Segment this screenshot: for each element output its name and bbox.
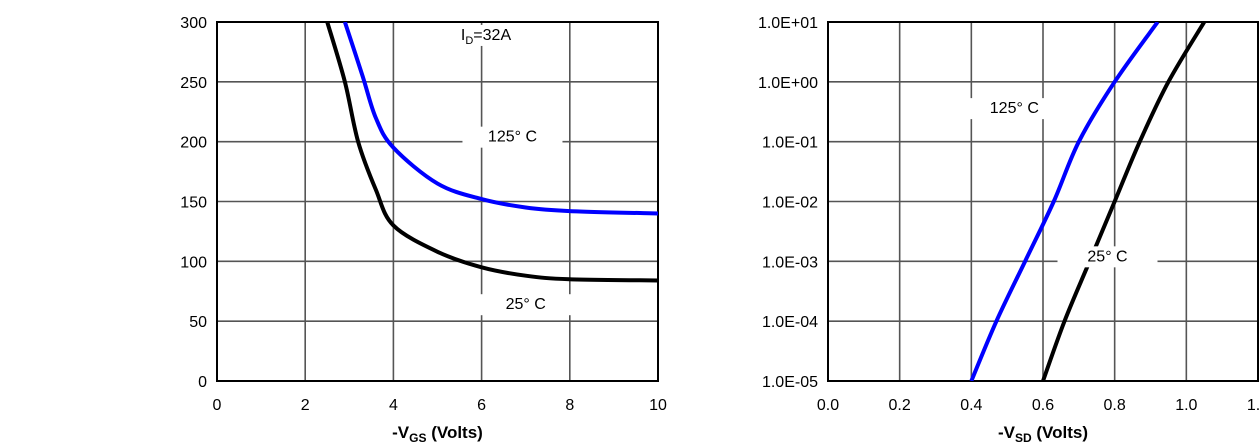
x-axis-label-units: (Volts): [1032, 423, 1088, 442]
annotation-suffix: =32A: [473, 27, 511, 44]
annotation-text: 125° C: [990, 100, 1039, 117]
y-tick-label: 1.0E-01: [762, 135, 818, 152]
y-tick-label: 150: [180, 195, 207, 212]
x-axis-label-main: -V: [998, 423, 1016, 442]
x-axis-label-main: -V: [392, 423, 410, 442]
x-tick-label: 6: [477, 397, 486, 414]
y-tick-label: 200: [180, 135, 207, 152]
x-tick-label: 0.2: [889, 397, 911, 414]
plot-frame: [216, 21, 659, 382]
series-line-t25: [325, 22, 658, 283]
annotation-subscript: D: [465, 35, 473, 47]
chart-vsd: 0.0 0.2 0.4 0.6 0.8 1.0 1.2 1.0E-05 1.0E-04 1.0E-…: [758, 15, 1260, 444]
y-tick-label: 250: [180, 75, 207, 92]
x-tick-label: 1.2: [1247, 397, 1260, 414]
x-axis-label-subscript: GS: [409, 431, 426, 444]
series-line-t125: [342, 22, 658, 216]
annotation-background: [964, 98, 1065, 120]
annotation-label: 25° C: [506, 296, 546, 313]
series-line-t125: [969, 22, 1160, 381]
annotation-text: 25° C: [506, 296, 546, 313]
annotation-label: 125° C: [488, 129, 537, 146]
annotation-label: 25° C: [1087, 248, 1127, 265]
y-tick-label: 1.0E-04: [762, 314, 818, 331]
y-tick-label: 1.0E-02: [762, 195, 818, 212]
y-tick-label: 100: [180, 254, 207, 271]
x-tick-label: 0.0: [817, 397, 839, 414]
x-tick-label: 2: [301, 397, 310, 414]
annotation-label: ID=32A: [461, 27, 512, 47]
annotation-text: 25° C: [1087, 248, 1127, 265]
x-tick-label: 0.8: [1104, 397, 1126, 414]
y-tick-label: 300: [180, 15, 207, 32]
x-axis-label: -VGS (Volts): [392, 423, 483, 444]
x-axis-label: -VSD (Volts): [998, 423, 1088, 444]
annotation-text: I: [461, 27, 465, 44]
y-tick-label: 1.0E-05: [762, 374, 818, 391]
annotation-text: 125° C: [488, 129, 537, 146]
y-tick-label: 1.0E+01: [758, 15, 818, 32]
series-line-t25: [1041, 22, 1206, 381]
annotation-label: 125° C: [990, 100, 1039, 117]
annotation-background: [1057, 246, 1158, 268]
annotation-background: [436, 24, 537, 46]
y-tick-label: 1.0E+00: [758, 75, 818, 92]
x-tick-label: 0.4: [960, 397, 982, 414]
y-tick-label: 0: [198, 374, 207, 391]
x-tick-label: 0: [213, 397, 222, 414]
annotation-background: [462, 126, 563, 148]
x-tick-label: 10: [649, 397, 667, 414]
x-tick-label: 1.0: [1175, 397, 1197, 414]
y-tick-label: 50: [189, 314, 207, 331]
annotation-background: [475, 294, 576, 316]
x-tick-label: 0.6: [1032, 397, 1054, 414]
x-tick-label: 8: [565, 397, 574, 414]
x-tick-label: 4: [389, 397, 398, 414]
x-axis-label-subscript: SD: [1015, 431, 1032, 444]
x-axis-label-units: (Volts): [426, 423, 482, 442]
y-tick-label: 1.0E-03: [762, 254, 818, 271]
